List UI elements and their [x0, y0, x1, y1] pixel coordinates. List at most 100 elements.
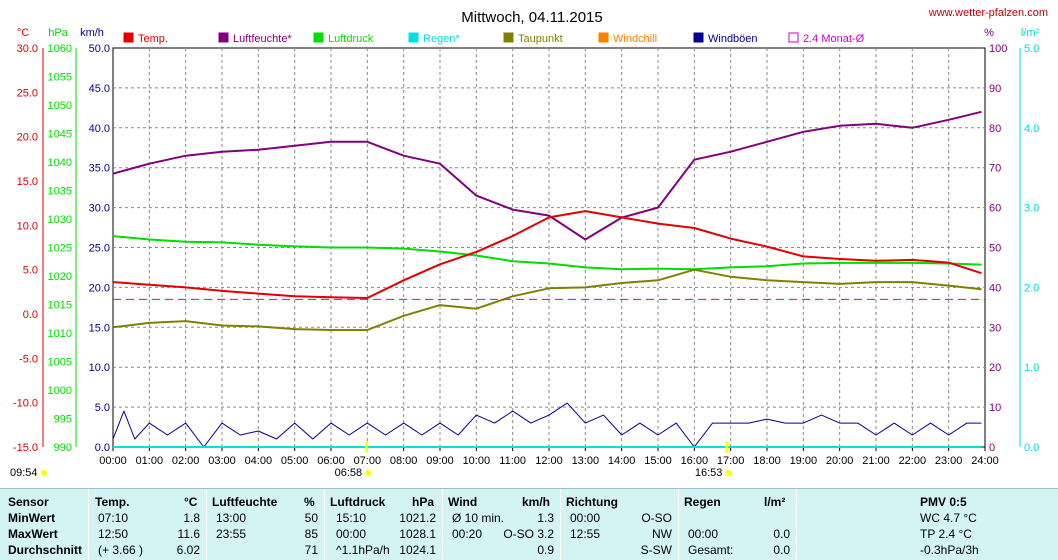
axis-tick-pressure: 1030 [48, 214, 72, 226]
stats-table: Sensor Temp. °C Luftfeuchte % Luftdruck … [0, 488, 1058, 560]
legend-swatch [788, 32, 799, 43]
axis-tick-temp: 30.0 [17, 43, 38, 55]
x-tick-label: 10:00 [463, 455, 491, 467]
axis-tick-wind: 10.0 [89, 362, 110, 374]
axis-tick-pressure: 1010 [48, 328, 72, 340]
axis-tick-wind: 35.0 [89, 163, 110, 175]
axis-tick-temp: 15.0 [17, 176, 38, 188]
axis-tick-wind: 5.0 [95, 402, 110, 414]
table-cell-press-t: ^1.1hPa/h [336, 543, 390, 557]
legend-item[interactable]: Taupunkt [503, 32, 563, 45]
table-cell-hum-t: 13:00 [216, 511, 247, 525]
axis-tick-humidity: 70 [989, 163, 1001, 175]
axis-tick-temp: -5.0 [19, 353, 38, 365]
x-tick-label: 06:00 [317, 455, 345, 467]
table-cell-dir-v: NW [652, 527, 672, 541]
legend-item[interactable]: Temp. [123, 32, 168, 45]
source-link[interactable]: www.wetter-pfalzen.com [928, 7, 1048, 19]
axis-tick-rain: 4.0 [1024, 123, 1039, 135]
table-cell-wind-t: 00:20 [452, 527, 483, 541]
legend-item[interactable]: Luftfeuchte* [218, 32, 292, 45]
legend-label: Windchill [613, 33, 657, 45]
legend-item[interactable]: Windchill [598, 32, 657, 45]
axis-tick-rain: 2.0 [1024, 282, 1039, 294]
table-cell-pmv: -0.3hPa/3h [920, 543, 979, 557]
axis-unit-rain: l/m² [1021, 27, 1040, 39]
axis-unit-pressure: hPa [48, 27, 68, 39]
legend-swatch [218, 32, 229, 43]
table-cell-hum-t: 23:55 [216, 527, 247, 541]
table-cell-dir-v: S-SW [640, 543, 672, 557]
sunset-label: 16:53 [695, 467, 723, 479]
axis-tick-rain: 0.0 [1024, 442, 1039, 454]
axis-tick-wind: 20.0 [89, 282, 110, 294]
table-cell-wind-v: O-SO 3.2 [503, 527, 554, 541]
axis-tick-pressure: 1020 [48, 271, 72, 283]
table-cell-temp-t: 12:50 [98, 527, 129, 541]
table-cell-press-t: 00:00 [336, 527, 367, 541]
current-time-dot [41, 470, 47, 476]
axis-tick-humidity: 40 [989, 282, 1001, 294]
axis-tick-pressure: 1050 [48, 100, 72, 112]
x-tick-label: 09:00 [426, 455, 454, 467]
axis-tick-rain: 1.0 [1024, 362, 1039, 374]
legend-swatch [503, 32, 514, 43]
axis-tick-pressure: 1060 [48, 43, 72, 55]
sunrise-dot [365, 470, 372, 476]
legend-swatch [693, 32, 704, 43]
header-pmv: PMV 0:5 [920, 495, 967, 509]
axis-tick-humidity: 90 [989, 83, 1001, 95]
table-cell-pmv: TP 2.4 °C [920, 527, 972, 541]
table-cell-rain-v: 0.0 [773, 527, 790, 541]
legend-label: Regen* [423, 33, 460, 45]
axis-tick-humidity: 30 [989, 322, 1001, 334]
x-tick-label: 22:00 [899, 455, 927, 467]
table-cell-label: Durchschnitt [8, 543, 83, 557]
axis-tick-wind: 40.0 [89, 123, 110, 135]
grid-lines [113, 48, 985, 447]
x-tick-label: 18:00 [753, 455, 781, 467]
x-tick-label: 19:00 [790, 455, 818, 467]
x-tick-label: 01:00 [136, 455, 164, 467]
legend-item[interactable]: Regen* [408, 32, 460, 45]
axis-tick-temp: 5.0 [23, 265, 38, 277]
header-temp: Temp. [95, 495, 130, 509]
table-cell-temp-v: 6.02 [176, 543, 200, 557]
x-tick-label: 23:00 [935, 455, 963, 467]
axis-tick-pressure: 1015 [48, 300, 72, 312]
legend-item[interactable]: Luftdruck [313, 32, 374, 45]
table-cell-dir-v: O-SO [641, 511, 672, 525]
legend-label: Windböen [708, 33, 758, 45]
sunset-dot [725, 470, 732, 476]
table-cell-rain-t: Gesamt: [688, 543, 734, 557]
legend-item[interactable]: 2.4 Monat-Ø [788, 32, 865, 45]
legend-label: Luftdruck [328, 33, 374, 45]
axis-tick-wind: 0.0 [95, 442, 110, 454]
table-cell-hum-v: 85 [304, 527, 318, 541]
header-direction: Richtung [566, 495, 618, 509]
table-cell-hum-v: 71 [304, 543, 318, 557]
axis-tick-pressure: 990 [54, 442, 72, 454]
legend-label: 2.4 Monat-Ø [803, 33, 865, 45]
current-time-label: 09:54 [10, 467, 38, 479]
header-wind-unit: km/h [522, 495, 551, 509]
table-cell-hum-v: 50 [304, 511, 318, 525]
header-rain: Regen [684, 495, 721, 509]
axis-tick-wind: 15.0 [89, 322, 110, 334]
legend-swatch [408, 32, 419, 43]
x-tick-label: 20:00 [826, 455, 854, 467]
table-cell-temp-v: 1.8 [183, 511, 200, 525]
axis-tick-temp: 0.0 [23, 309, 38, 321]
axis-tick-pressure: 1035 [48, 186, 72, 198]
axis-tick-humidity: 100 [989, 43, 1007, 55]
axis-tick-humidity: 80 [989, 123, 1001, 135]
x-tick-label: 24:00 [971, 455, 999, 467]
sunset-tick [725, 441, 729, 453]
legend-item[interactable]: Windböen [693, 32, 758, 45]
axis-tick-wind: 30.0 [89, 203, 110, 215]
axis-tick-rain: 5.0 [1024, 43, 1039, 55]
table-cell-label: MinWert [8, 511, 56, 525]
table-cell-press-v: 1024.1 [399, 543, 436, 557]
table-cell-temp-v: 11.6 [177, 527, 200, 541]
table-cell-press-v: 1021.2 [399, 511, 436, 525]
